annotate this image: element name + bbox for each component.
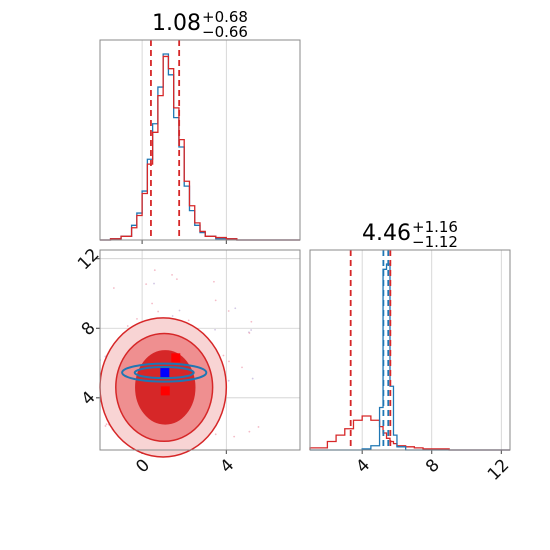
tick-label-x-param-1: 4 bbox=[352, 455, 374, 477]
title-param-0-value: 1.08 bbox=[152, 11, 201, 36]
scatter-point bbox=[248, 430, 251, 433]
scatter-point bbox=[250, 320, 253, 323]
histogram-series-b bbox=[100, 53, 300, 241]
tick-label-x-param-1: 8 bbox=[422, 455, 444, 477]
contour-b-0 bbox=[121, 362, 208, 383]
scatter-point bbox=[104, 425, 107, 427]
title-param-0-minus: −0.66 bbox=[202, 23, 248, 41]
scatter-point bbox=[234, 307, 237, 310]
scatter-contour-panel bbox=[96, 249, 301, 458]
scatter-point bbox=[175, 278, 178, 281]
truth-marker-a bbox=[160, 386, 170, 396]
panel-frame bbox=[309, 249, 511, 451]
panel-frame bbox=[99, 249, 301, 451]
scatter-point bbox=[171, 273, 173, 276]
tick-label-x-param-1: 12 bbox=[484, 455, 513, 484]
scatter-point bbox=[187, 319, 190, 322]
scatter-point bbox=[151, 302, 153, 305]
scatter-point bbox=[233, 435, 236, 438]
title-param-1-value: 4.46 bbox=[362, 221, 411, 246]
scatter-point bbox=[241, 366, 243, 369]
histogram-series-a bbox=[309, 415, 510, 451]
tick-label-x-param-0: 0 bbox=[132, 455, 154, 477]
scatter-point bbox=[250, 329, 253, 331]
title-param-1: 4.46 +1.16 −1.12 bbox=[362, 218, 458, 251]
scatter-point bbox=[214, 328, 216, 331]
scatter-point bbox=[126, 325, 129, 327]
scatter-point bbox=[227, 379, 230, 382]
tick-label-x-param-0: 4 bbox=[217, 455, 239, 477]
truth-marker-a bbox=[171, 353, 181, 363]
scatter-point bbox=[222, 354, 225, 357]
scatter-point bbox=[213, 280, 215, 283]
histogram-panel-param-1 bbox=[309, 249, 511, 454]
scatter-point bbox=[171, 315, 174, 317]
tick-label-y-param-1: 12 bbox=[74, 245, 103, 274]
scatter-point bbox=[257, 426, 260, 428]
scatter-point bbox=[251, 377, 254, 380]
scatter-point bbox=[153, 269, 156, 272]
scatter-point bbox=[228, 360, 230, 363]
histogram-series-a bbox=[100, 55, 300, 241]
scatter-point bbox=[136, 317, 138, 320]
scatter-point bbox=[248, 332, 251, 334]
scatter-point bbox=[112, 287, 115, 289]
scatter-point bbox=[157, 310, 160, 313]
title-param-1-minus: −1.12 bbox=[412, 233, 458, 251]
contour-b-1 bbox=[133, 366, 195, 380]
histogram-series-b bbox=[310, 263, 510, 451]
title-param-1-plus: +1.16 bbox=[412, 218, 458, 236]
tick-label-y-param-1: 4 bbox=[78, 388, 100, 410]
title-param-0-plus: +0.68 bbox=[202, 8, 248, 26]
panel-frame bbox=[99, 39, 301, 241]
scatter-point bbox=[214, 299, 217, 302]
scatter-point bbox=[178, 309, 181, 312]
title-param-0: 1.08 +0.68 −0.66 bbox=[152, 8, 248, 41]
scatter-point bbox=[105, 423, 108, 426]
scatter-point bbox=[145, 283, 148, 286]
scatter-point bbox=[214, 433, 217, 436]
scatter-point bbox=[153, 282, 155, 285]
tick-label-y-param-1: 8 bbox=[78, 318, 100, 340]
scatter-point bbox=[227, 310, 230, 312]
truth-marker-b bbox=[160, 368, 170, 378]
histogram-panel-param-0 bbox=[99, 39, 301, 244]
